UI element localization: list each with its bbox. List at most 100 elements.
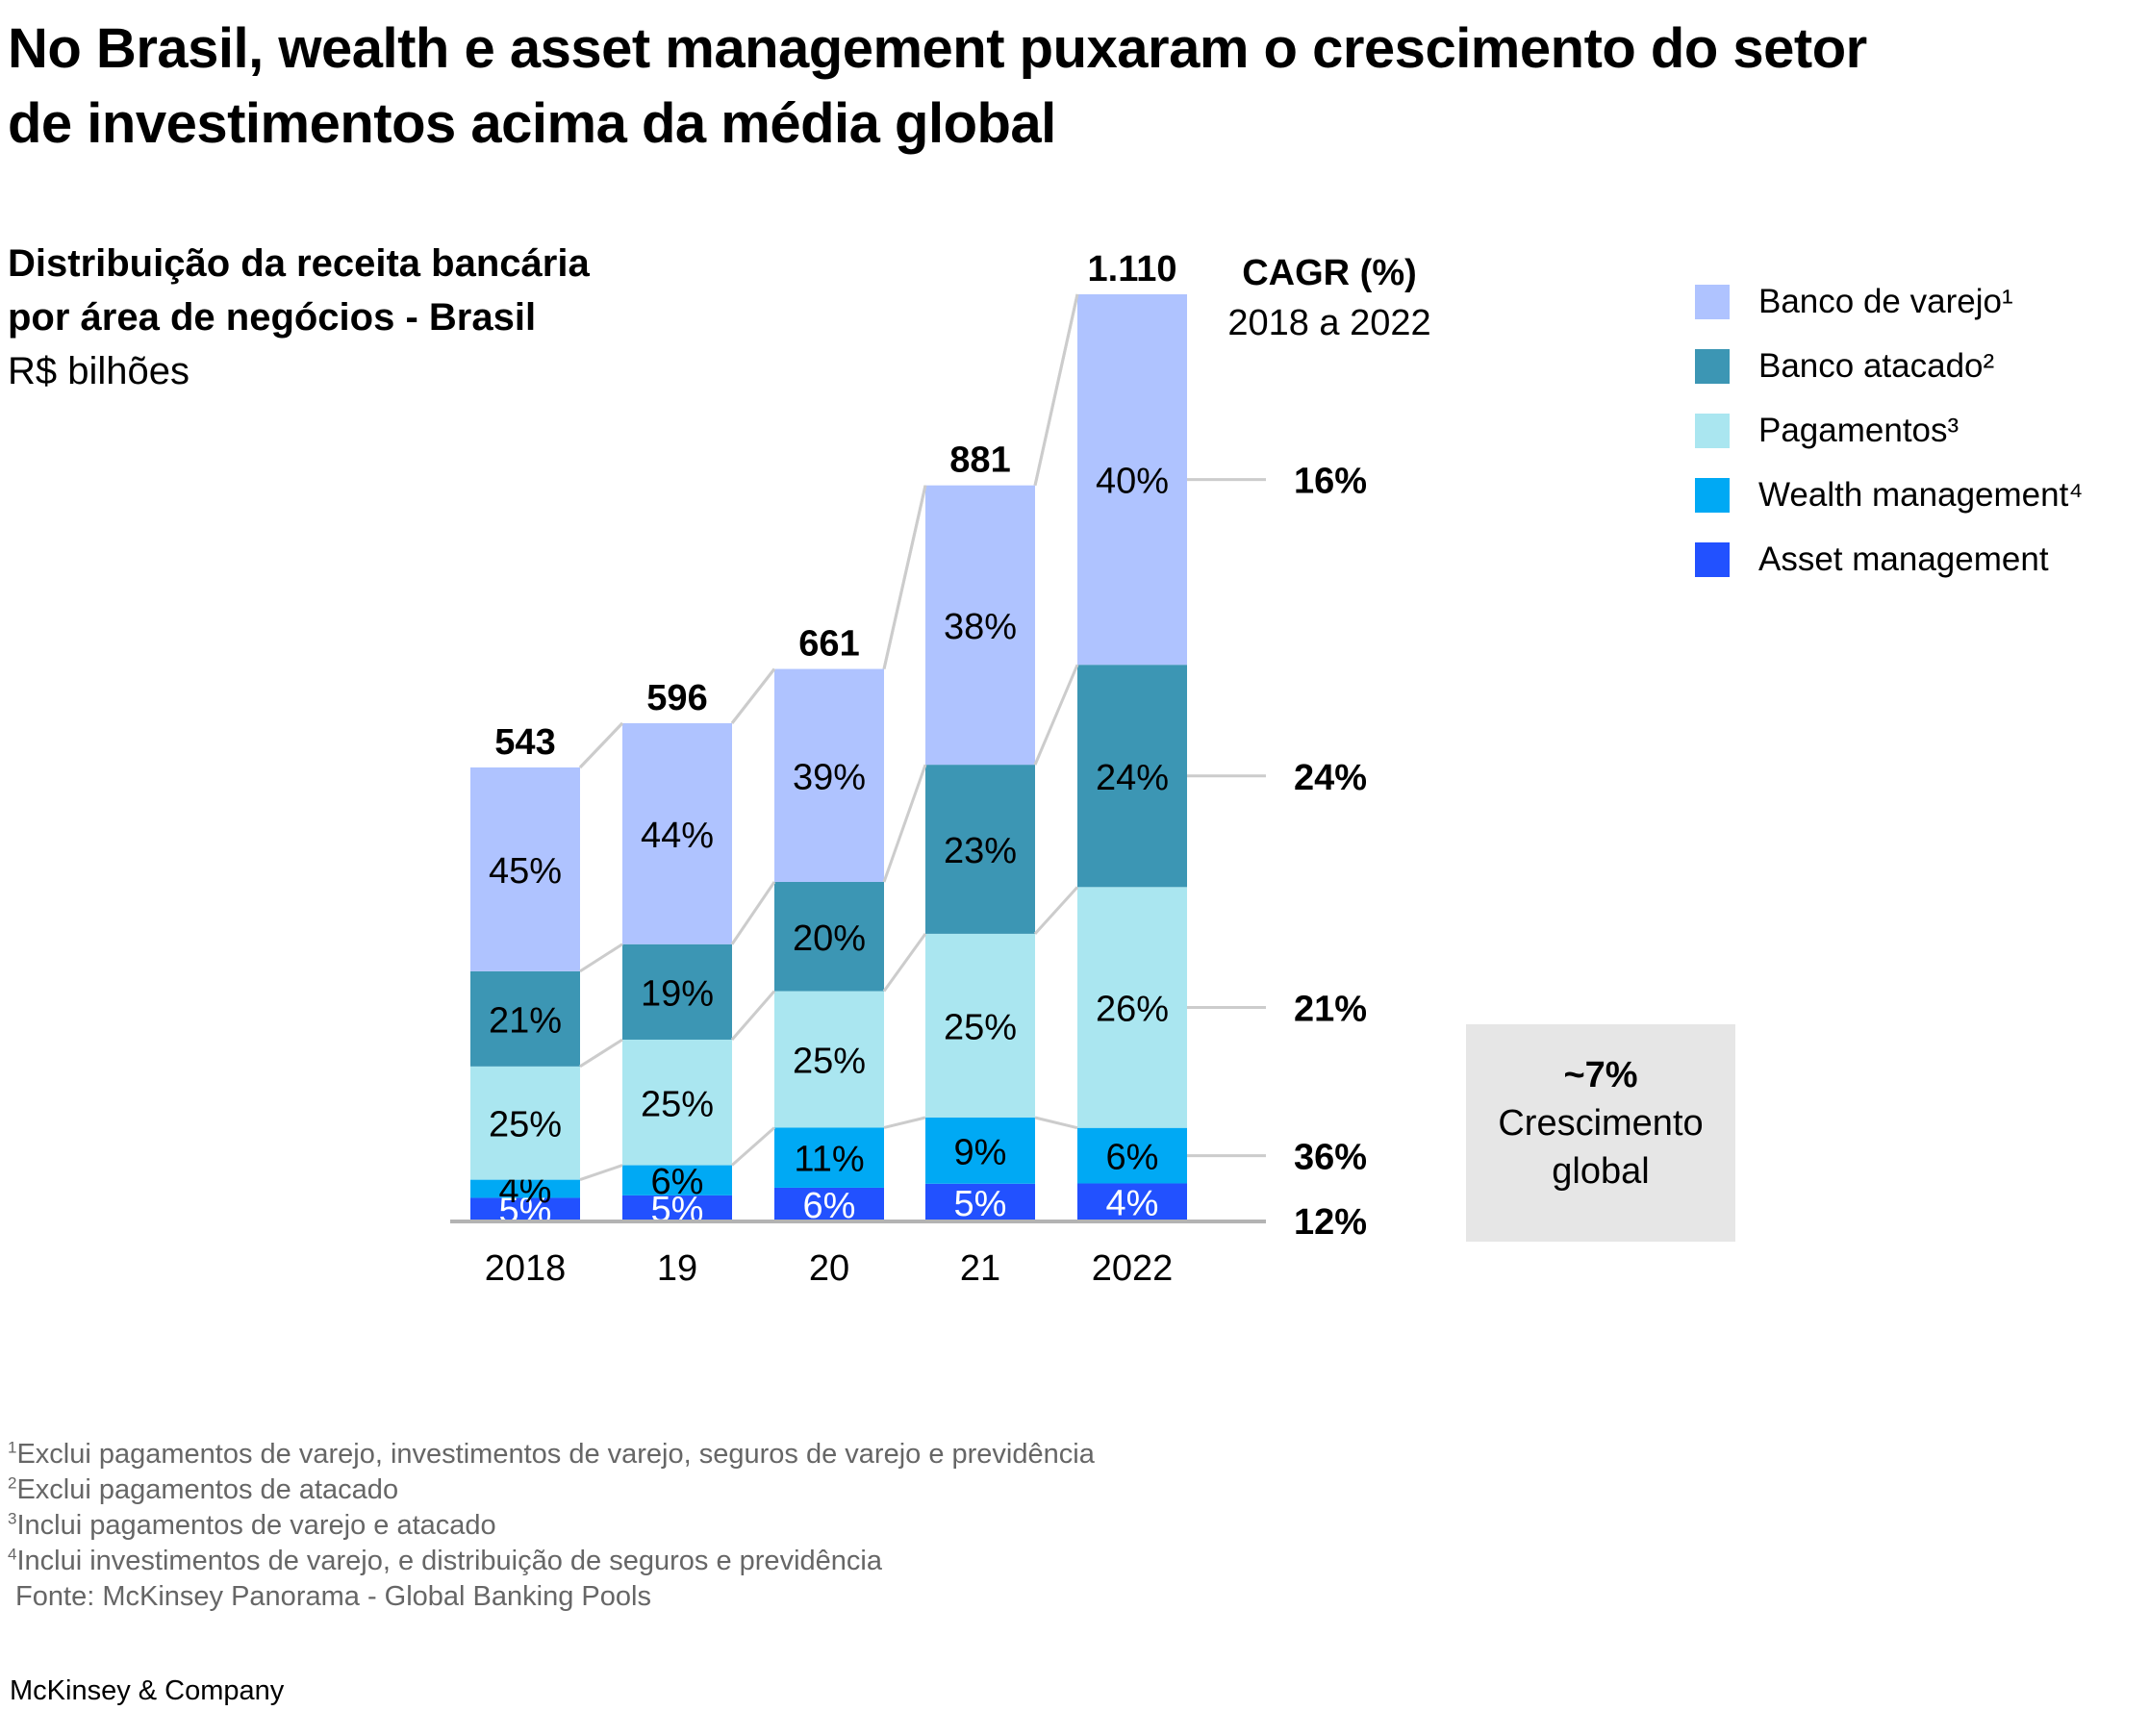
segment-label: 38% [944,607,1017,647]
footnote-text: Inclui pagamentos de varejo e atacado [16,1510,496,1541]
bar-segment-banco-de-varejo [774,668,884,882]
cagr-period: 2018 a 2022 [1227,303,1431,343]
x-tick-label: 19 [657,1248,697,1289]
legend-swatch [1695,541,1730,577]
bar-segment-banco-atacado [622,943,732,1040]
legend-swatch [1695,477,1730,513]
global-growth-label-1: Crescimento [1498,1103,1704,1144]
segment-label: 20% [793,918,866,959]
footnote-3: 3Inclui pagamentos de varejo e atacado [8,1508,1095,1544]
segment-label: 6% [1106,1138,1159,1178]
subtitle-line-2: por área de negócios - Brasil [8,296,537,339]
legend-item-banco-varejo: Banco de varejo¹ [1695,269,2083,334]
segment-label: 25% [641,1084,714,1124]
segment-label: 44% [641,816,714,856]
segment-label: 6% [803,1186,856,1226]
connector-line [730,881,776,945]
bar-segment-wealth-management [470,1179,580,1198]
connector-line [579,1164,623,1182]
bar-segment-asset-management [470,1197,580,1220]
legend-item-banco-atacado: Banco atacado² [1695,334,2083,398]
footnote-number: 1 [8,1438,17,1457]
x-tick-label: 2018 [485,1248,567,1289]
footnotes: 1Exclui pagamentos de varejo, investimen… [8,1437,1095,1615]
connector-line [1033,293,1079,486]
bar-segment-pagamentos [1077,887,1187,1128]
subtitle-line-1: Distribuição da receita bancária [8,242,590,285]
total-label: 881 [949,440,1010,481]
title-line-1: No Brasil, wealth e asset management pux… [8,17,1867,80]
segment-label: 9% [954,1132,1007,1172]
x-tick-label: 20 [809,1248,849,1289]
segment-label: 5% [954,1184,1007,1224]
bar-segment-wealth-management [774,1127,884,1188]
segment-label: 26% [1096,990,1169,1030]
cagr-label-pagamentos: 21% [1294,990,1367,1030]
bar-segment-banco-de-varejo [1077,294,1187,666]
connector-line [1033,664,1079,766]
footnote-2: 2Exclui pagamentos de atacado [8,1472,1095,1508]
unit-label: R$ bilhões [8,350,190,392]
connector-line [579,943,623,973]
legend-label: Pagamentos³ [1758,411,1959,449]
connector-line [1033,886,1079,935]
legend-swatch [1695,284,1730,319]
bar-segment-asset-management [1077,1183,1187,1220]
bar-segment-wealth-management [1077,1127,1187,1184]
connector-line [579,1038,623,1069]
connector-line [883,1116,926,1129]
footnote-text: Exclui pagamentos de atacado [16,1474,399,1505]
segment-label: 11% [794,1140,864,1180]
bar-segment-pagamentos [470,1066,580,1180]
connector-line [578,721,624,768]
connector-line [730,667,776,724]
bar-segment-banco-atacado [774,881,884,992]
bar-segment-wealth-management [622,1165,732,1195]
connector-line [730,990,776,1041]
cagr-label-banco-de-varejo: 16% [1294,462,1367,502]
bar-segment-pagamentos [774,991,884,1128]
connector-line [882,485,927,669]
bar-segment-banco-de-varejo [622,722,732,944]
footnote-1: 1Exclui pagamentos de varejo, investimen… [8,1437,1095,1472]
segment-label: 24% [1096,758,1169,798]
source-note: Fonte: McKinsey Panorama - Global Bankin… [8,1581,651,1612]
total-label: 543 [494,722,555,763]
bar-segment-pagamentos [925,933,1035,1118]
bar-segment-asset-management [774,1187,884,1220]
cagr-title: CAGR (%) [1242,253,1417,293]
segment-label: 25% [944,1007,1017,1047]
bar-segment-banco-atacado [1077,665,1187,888]
connector-line [882,933,927,993]
legend: Banco de varejo¹ Banco atacado² Pagament… [1695,269,2083,591]
global-growth-box: ~7% Crescimento global [1466,1024,1735,1242]
stacked-bar-chart: 5%4%25%21%45%54320185%6%25%19%44%596196%… [450,249,1367,1289]
legend-label: Banco de varejo¹ [1758,282,2013,320]
footnote-number: 2 [8,1473,17,1493]
bar-segment-asset-management [925,1183,1035,1220]
cagr-label-asset-management: 12% [1294,1202,1367,1243]
cagr-header: Asset management CAGR (%) 2018 a 2022 [1214,248,1445,348]
legend-label: Wealth management⁴ [1758,475,2084,514]
connector-line [882,764,927,883]
segment-label: 19% [641,973,714,1014]
brand-logo-text: McKinsey & Company [10,1675,285,1706]
legend-item-pagamentos: Pagamentos³ [1695,398,2083,463]
segment-label: 6% [651,1162,704,1202]
legend-item-wealth-management: Wealth management⁴ [1695,463,2083,527]
legend-swatch [1695,348,1730,384]
global-growth-label-2: global [1552,1151,1650,1192]
bar-segment-asset-management [622,1195,732,1220]
bar-segment-banco-de-varejo [925,485,1035,766]
total-label: 1.110 [1088,249,1177,289]
cagr-label-wealth-management: 36% [1294,1138,1367,1178]
total-label: 661 [798,624,859,665]
segment-label: 23% [944,831,1017,871]
footnote-4: 4Inclui investimentos de varejo, e distr… [8,1544,1095,1579]
cagr-label-banco-atacado: 24% [1294,758,1367,798]
chart-title: No Brasil, wealth e asset management pux… [8,12,1867,162]
segment-label: 40% [1096,462,1169,502]
segment-label: 45% [489,851,562,892]
connector-line [1034,1116,1078,1130]
segment-label: 4% [1106,1184,1159,1224]
